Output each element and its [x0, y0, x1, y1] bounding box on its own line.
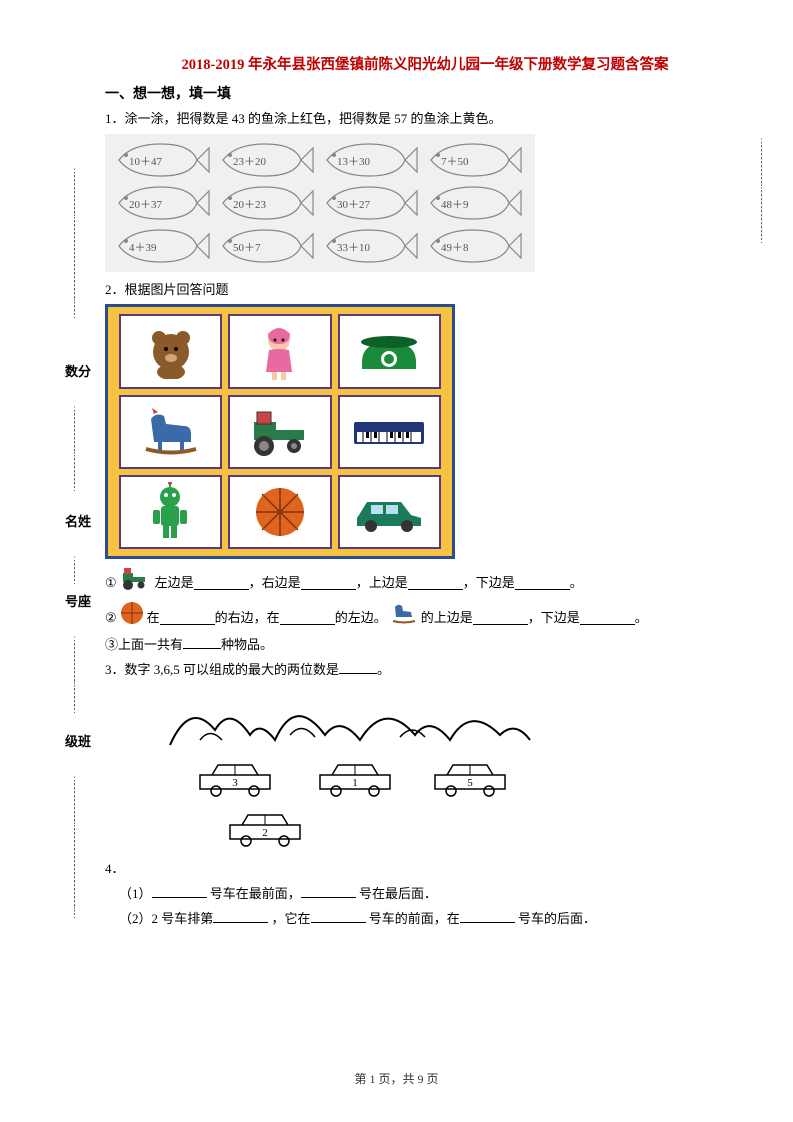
dots-1: ⋮⋮⋮⋮⋮⋮⋮⋮⋮⋮⋮⋮⋮⋮⋮⋮⋮⋮⋮⋮: [70, 408, 79, 489]
fish-row-2: 20＋37 20＋23 30＋27 48＋9: [111, 183, 529, 223]
fish: 50＋7: [215, 226, 315, 266]
shelf-keyboard: [338, 395, 441, 469]
fish: 49＋8: [423, 226, 523, 266]
car-number-5: 5: [467, 777, 473, 789]
shelf-car: [338, 475, 441, 549]
fish: 4＋39: [111, 226, 211, 266]
q2-sub2: ② 在 的右边，在 的左边。 的上边是 ，下边是 。: [105, 600, 745, 635]
question-2: 2．根据图片回答问题: [105, 280, 745, 301]
shelf-phone: [338, 314, 441, 388]
page-footer: 第 1 页，共 9 页: [0, 1070, 793, 1087]
dots-2: ⋮⋮⋮⋮⋮⋮: [70, 558, 79, 582]
question-3: 3．数字 3,6,5 可以组成的最大的两位数是。: [105, 660, 745, 681]
section-1-header: 一、想一想，填一填: [105, 83, 745, 103]
dots-top: ⋮⋮⋮⋮⋮⋮⋮⋮⋮⋮⋮⋮⋮⋮⋮⋮⋮⋮⋮⋮⋮⋮⋮⋮⋮⋮⋮⋮⋮⋮⋮⋮⋮⋮⋮⋮: [70, 170, 79, 316]
sidebar-score: 数分: [60, 360, 96, 383]
fish-grid: 10＋47 23＋20 13＋30 7＋50 20＋37 20＋23 30＋27…: [105, 134, 535, 272]
shelf-horse: [119, 395, 222, 469]
fish: 10＋47: [111, 140, 211, 180]
fish: 7＋50: [423, 140, 523, 180]
fish-row-1: 10＋47 23＋20 13＋30 7＋50: [111, 140, 529, 180]
page-content: 2018-2019 年永年县张西堡镇前陈义阳光幼儿园一年级下册数学复习题含答案 …: [105, 55, 745, 933]
shelf-image: [105, 304, 455, 559]
car-number-1: 1: [352, 777, 358, 789]
shelf-tractor: [228, 395, 331, 469]
shelf-robot: [119, 475, 222, 549]
dots-3: ⋮⋮⋮⋮⋮⋮⋮⋮⋮⋮⋮⋮⋮⋮⋮⋮⋮⋮: [70, 638, 79, 711]
page-title: 2018-2019 年永年县张西堡镇前陈义阳光幼儿园一年级下册数学复习题含答案: [105, 55, 745, 77]
shelf-doll: [228, 314, 331, 388]
tractor-icon: [119, 565, 153, 600]
q2-sub1: ① 左边是 ，右边是 ，上边是 ，下边是 。: [105, 565, 745, 600]
sidebar-name: 名姓: [60, 510, 96, 533]
mountain-cars-image: 3 1 5: [160, 685, 540, 855]
q2-sub3: ③上面一共有种物品。: [105, 635, 745, 656]
horse-icon: [389, 601, 419, 634]
sidebar-seat: 号座: [60, 590, 96, 613]
fish: 33＋10: [319, 226, 419, 266]
fish: 23＋20: [215, 140, 315, 180]
basketball-icon: [119, 600, 145, 635]
question-1: 1．涂一涂，把得数是 43 的鱼涂上红色，把得数是 57 的鱼涂上黄色。: [105, 109, 745, 130]
car-number-3: 3: [232, 777, 238, 789]
sidebar-labels: ⋮⋮⋮⋮⋮⋮⋮⋮⋮⋮⋮⋮⋮⋮⋮⋮⋮⋮⋮⋮⋮⋮⋮⋮⋮⋮⋮⋮⋮⋮⋮⋮⋮⋮⋮⋮ 数分 …: [60, 170, 96, 950]
fish: 13＋30: [319, 140, 419, 180]
sidebar-class: 级班: [60, 730, 96, 753]
fish: 30＋27: [319, 183, 419, 223]
fish: 20＋23: [215, 183, 315, 223]
right-edge-dots: ⋮⋮⋮⋮⋮⋮⋮⋮⋮⋮⋮⋮⋮⋮⋮⋮⋮⋮⋮⋮⋮⋮⋮⋮⋮: [757, 140, 763, 241]
fish: 20＋37: [111, 183, 211, 223]
shelf-bear: [119, 314, 222, 388]
car-number-2: 2: [262, 827, 268, 839]
fish: 48＋9: [423, 183, 523, 223]
dots-4: ⋮⋮⋮⋮⋮⋮⋮⋮⋮⋮⋮⋮⋮⋮⋮⋮⋮⋮⋮⋮⋮⋮⋮⋮⋮⋮⋮⋮⋮⋮⋮⋮⋮⋮: [70, 778, 79, 916]
shelf-basketball: [228, 475, 331, 549]
q4-sub1: （1） 号车在最前面， 号在最后面．: [119, 884, 745, 905]
q4-sub2: （2）2 号车排第 ，它在 号车的前面，在 号车的后面．: [119, 909, 745, 930]
fish-row-3: 4＋39 50＋7 33＋10 49＋8: [111, 226, 529, 266]
question-4-prefix: 4．: [105, 859, 745, 880]
